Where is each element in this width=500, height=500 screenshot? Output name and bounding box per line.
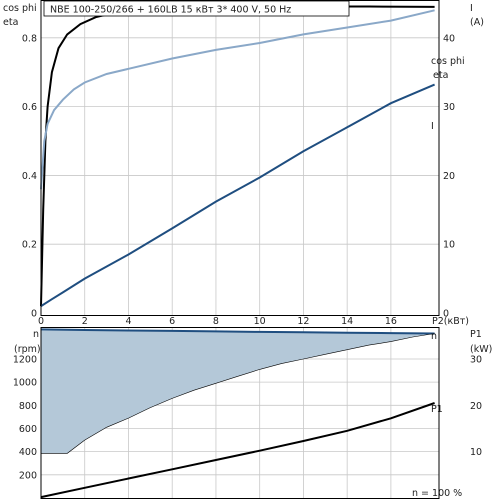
bottom-right-tick-label: 30: [470, 354, 482, 365]
top-x-tick-label: 0: [38, 316, 44, 327]
bottom-annotation: n = 100 %: [412, 488, 462, 499]
top-x-tick-label: 10: [254, 316, 266, 327]
bottom-left-axis-label-2: (rpm): [14, 344, 41, 355]
top-left-tick-label: 0.6: [22, 102, 37, 113]
series-line-cos-phi: [40, 9, 435, 190]
top-plot-frame: [40, 0, 440, 316]
series-label-n: n: [431, 331, 437, 342]
series-label-eta: eta: [433, 70, 448, 81]
bottom-left-tick-label: 1200: [13, 354, 37, 365]
bottom-right-axis-label-1: P1: [470, 329, 482, 340]
bottom-left-axis-label-1: n: [33, 329, 39, 340]
bottom-plot-frame: [40, 327, 440, 499]
top-x-tick-label: 6: [169, 316, 175, 327]
bottom-right-tick-label: 20: [470, 401, 482, 412]
top-right-tick-label: 0: [443, 309, 449, 320]
top-left-tick-label: 0.2: [22, 240, 37, 251]
top-right-tick-label: 40: [443, 33, 455, 44]
series-label-I: I: [431, 121, 434, 132]
top-x-tick-label: 12: [297, 316, 309, 327]
top-x-tick-label: 4: [125, 316, 131, 327]
bottom-left-tick-label: 200: [19, 470, 37, 481]
top-right-axis-label-1: I: [470, 3, 473, 14]
bottom-left-tick-label: 1000: [13, 378, 37, 389]
top-x-axis-label: P2(кВт): [432, 316, 469, 327]
bottom-right-axis-label-2: (kW): [470, 344, 492, 355]
series-line-P1: [40, 402, 435, 499]
top-right-tick-label: 20: [443, 171, 455, 182]
top-x-tick-label: 14: [341, 316, 353, 327]
series-label-P1: P1: [431, 404, 443, 415]
top-right-tick-label: 10: [443, 240, 455, 251]
top-left-tick-label: 0: [31, 309, 37, 320]
bottom-left-tick-label: 800: [19, 401, 37, 412]
bottom-right-tick-label: 10: [470, 447, 482, 458]
top-x-tick-label: 16: [385, 316, 397, 327]
top-left-axis-label-1: cos phi: [3, 3, 37, 14]
series-line-I: [40, 83, 435, 307]
top-x-tick-label: 8: [213, 316, 219, 327]
top-right-tick-label: 30: [443, 102, 455, 113]
title-box: [43, 0, 350, 17]
series-line-n: [40, 328, 435, 335]
top-left-axis-label-2: eta: [3, 17, 18, 28]
speed-range-area: [41, 329, 435, 454]
series-label-cos-phi: cos phi: [431, 56, 465, 67]
top-right-axis-label-2: (A): [470, 17, 484, 28]
top-left-tick-label: 0.8: [22, 33, 37, 44]
chart-title: NBE 100-250/266 + 160LB 15 кВт 3* 400 V,…: [50, 5, 291, 16]
bottom-left-tick-label: 600: [19, 424, 37, 435]
bottom-left-tick-label: 400: [19, 447, 37, 458]
series-line-n-min: [41, 333, 435, 454]
top-left-tick-label: 0.4: [22, 171, 37, 182]
series-line-eta: [40, 5, 435, 307]
top-x-tick-label: 2: [82, 316, 88, 327]
